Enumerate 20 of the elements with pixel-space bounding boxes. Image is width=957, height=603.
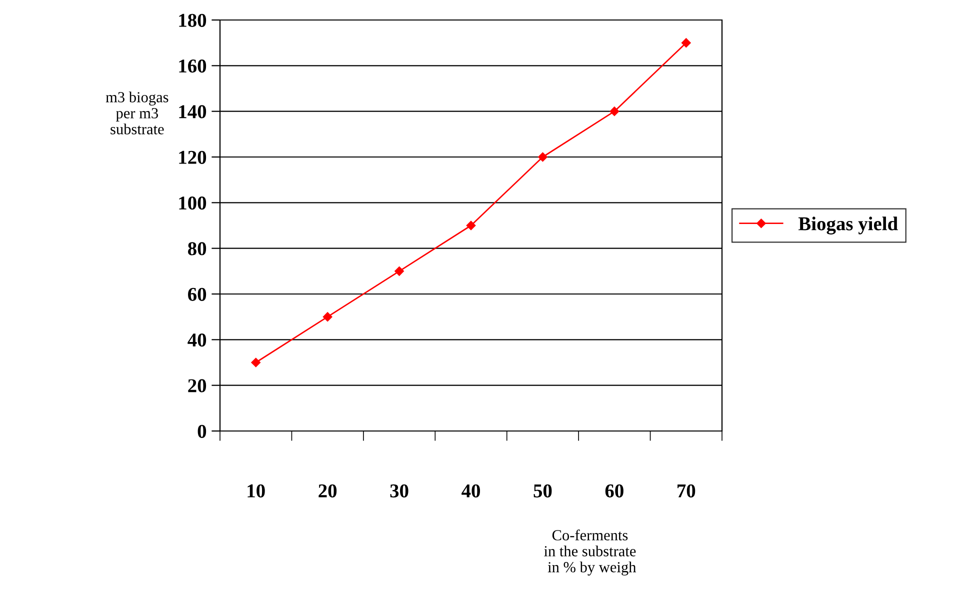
x-tick-label: 40 (462, 484, 480, 498)
x-tick-label: 60 (605, 484, 624, 498)
y-tick-label: 20 (188, 379, 206, 392)
x-tick-label: 70 (678, 484, 696, 498)
x-axis-title: Co-ferments in the substrate in % by weigh (544, 529, 636, 576)
x-tick-label: 50 (534, 484, 552, 498)
y-tick-label: 40 (188, 333, 206, 347)
x-tick-label: 30 (390, 484, 408, 498)
y-tick-label: 140 (179, 105, 206, 118)
y-tick-label: 0 (198, 424, 206, 438)
y-tick-label: 100 (179, 196, 206, 210)
y-tick-label: 120 (179, 150, 206, 164)
y-tick-label: 60 (188, 288, 206, 301)
y-tick-label: 80 (188, 242, 206, 256)
legend-label: Biogas yield (798, 216, 898, 234)
x-tick-label: 10 (248, 484, 265, 498)
y-tick-label: 180 (179, 14, 206, 27)
y-axis-title: m3 biogas per m3 substrate (106, 92, 168, 134)
y-tick-label: 160 (179, 59, 206, 73)
x-tick-label: 20 (318, 484, 337, 498)
